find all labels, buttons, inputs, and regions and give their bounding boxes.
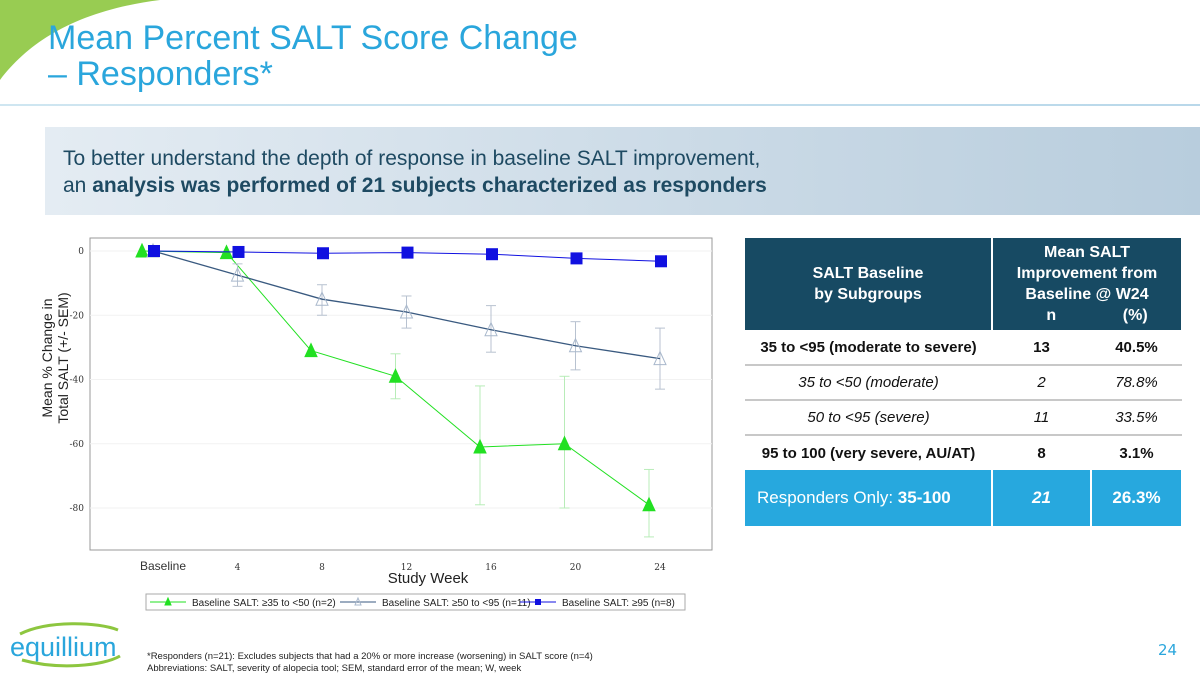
data-point: [401, 246, 414, 259]
legend-label: Baseline SALT: ≥95 (n=8): [562, 598, 675, 609]
data-point: [535, 599, 541, 605]
data-point: [230, 266, 245, 282]
y-tick-label: -40: [70, 376, 85, 386]
y-tick-label: -20: [70, 311, 85, 321]
legend-box: [145, 593, 686, 611]
data-point: [232, 245, 245, 258]
svg-text:equillium: equillium: [10, 632, 117, 662]
data-point: [315, 290, 329, 306]
data-point: [653, 350, 667, 366]
y-tick-label: -80: [70, 504, 85, 514]
header-subgroup: SALT Baseline by Subgroups: [745, 238, 993, 330]
series-line: [152, 250, 661, 360]
y-tick-label: 0: [78, 247, 84, 257]
data-point: [304, 342, 318, 358]
banner-bold: analysis was performed of 21 subjects ch…: [92, 174, 767, 197]
data-point: [399, 303, 414, 319]
data-point: [148, 245, 160, 257]
y-axis-label-line: Mean % Change in: [39, 298, 55, 417]
banner-line-2: an analysis was performed of 21 subjects…: [63, 172, 1200, 199]
x-axis-label: Study Week: [388, 570, 469, 587]
data-point: [568, 337, 583, 353]
plot-area: [89, 237, 713, 551]
header-improvement: Mean SALT Improvement from Baseline @ W24 n…: [992, 238, 1183, 330]
y-tick-label: -60: [70, 440, 85, 450]
line-chart: 0 -20 -40 -60 -80 Baseline 4 8 12 16 20 24 Study Wee…: [39, 237, 713, 611]
title-line-1: Mean Percent SALT Score Change: [48, 19, 578, 57]
x-tick-label: Baseline: [140, 559, 186, 573]
data-point: [484, 321, 498, 337]
legend-item: Baseline SALT: ≥50 to <95 (n=11): [340, 596, 531, 609]
x-tick-label: 12: [401, 563, 412, 573]
data-point: [655, 255, 667, 268]
x-tick-label: 20: [570, 563, 582, 573]
legend-label: Baseline SALT: ≥50 to <95 (n=11): [382, 598, 531, 609]
banner-line-1: To better understand the depth of respon…: [63, 147, 761, 170]
data-point: [135, 242, 149, 258]
legend-item: Baseline SALT: ≥95 (n=8): [520, 598, 675, 609]
legend-item: Baseline SALT: ≥35 to <50 (n=2): [150, 596, 336, 609]
table-row: 35 to <95 (moderate to severe) 13 40.5%: [745, 330, 1182, 366]
data-point: [354, 596, 362, 606]
data-point: [486, 248, 498, 261]
title-line-2: – Responders*: [48, 55, 273, 93]
x-tick-label: 8: [319, 563, 325, 573]
table-row: 50 to <95 (severe) 11 33.5%: [745, 400, 1182, 436]
data-point: [570, 252, 583, 265]
data-point: [473, 438, 487, 454]
series-0: [135, 242, 656, 538]
legend: Baseline SALT: ≥35 to <50 (n=2) Baseline …: [145, 593, 686, 611]
summary-banner: To better understand the depth of respon…: [45, 127, 1200, 215]
page-title: Mean Percent SALT Score Change – Responde…: [48, 20, 578, 92]
table-total-row: Responders Only: 35-100 21 26.3%: [745, 470, 1183, 526]
series-2: [148, 245, 667, 268]
footnote: *Responders (n=21): Excludes subjects th…: [147, 651, 593, 674]
y-axis-label-line: Total SALT (+/- SEM): [55, 292, 71, 423]
table-header: SALT Baseline by Subgroups Mean SALT Impro…: [745, 238, 1183, 330]
decorative-swoosh: [0, 0, 160, 80]
data-point: [642, 496, 656, 512]
table-row: 35 to <50 (moderate) 2 78.8%: [745, 365, 1182, 401]
title-divider: [0, 104, 1200, 106]
page-number: 24: [1158, 641, 1178, 659]
x-tick-label: 16: [485, 563, 497, 573]
equillium-logo: equillium: [10, 622, 121, 668]
banner-prefix: an: [63, 174, 93, 197]
x-tick-label: 24: [654, 563, 666, 573]
series-1: [146, 242, 667, 390]
data-point: [388, 368, 403, 383]
table-row: 95 to 100 (very severe, AU/AT) 8 3.1%: [761, 444, 1154, 462]
subgroup-table: SALT Baseline by Subgroups Mean SALT Impro…: [745, 238, 1183, 526]
data-point: [164, 596, 172, 606]
data-point: [557, 435, 572, 451]
data-point: [317, 247, 329, 260]
y-axis-label: Mean % Change inTotal SALT (+/- SEM): [39, 292, 71, 423]
legend-label: Baseline SALT: ≥35 to <50 (n=2): [192, 598, 336, 609]
x-tick-label: 4: [235, 563, 241, 573]
